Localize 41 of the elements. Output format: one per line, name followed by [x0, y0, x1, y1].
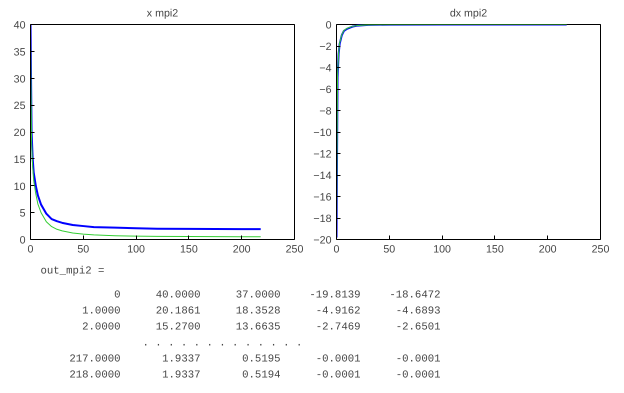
y-tick-label: 30 — [14, 73, 26, 86]
x-tick-label: 100 — [433, 244, 452, 256]
x-tick-label: 50 — [77, 244, 90, 256]
x-tick-label: 0 — [334, 244, 340, 256]
x-tick-label: 100 — [127, 244, 146, 256]
y-tick-label: 25 — [14, 100, 26, 112]
y-tick-label: −8 — [319, 106, 332, 118]
x-tick-label: 250 — [592, 244, 610, 256]
y-tick-label: 35 — [14, 46, 26, 58]
y-tick-label: 5 — [20, 208, 26, 220]
y-tick-label: 0 — [326, 20, 332, 32]
y-tick-label: −18 — [313, 213, 332, 225]
x-tick-label: 0 — [28, 244, 34, 256]
x-tick-label: 250 — [286, 244, 304, 256]
x-tick-label: 200 — [538, 244, 557, 256]
y-tick-label: −12 — [313, 148, 332, 160]
text: 0 40.0000 37.0000 -19.8139 -18.6472 — [114, 290, 441, 302]
chart-title: x mpi2 — [146, 8, 178, 20]
x-tick-label: 50 — [383, 244, 396, 256]
y-tick-label: −2 — [319, 41, 332, 53]
text: . . . . . . . . . . . . . — [142, 338, 302, 350]
y-tick-label: 20 — [14, 127, 26, 139]
text: 217.0000 1.9337 0.5195 -0.0001 -0.0001 — [69, 354, 440, 366]
text: 1.0000 20.1861 18.3528 -4.9162 -4.6893 — [82, 306, 440, 318]
y-tick-label: −4 — [319, 62, 332, 74]
y-tick-label: 15 — [14, 154, 26, 166]
y-tick-label: −20 — [313, 234, 332, 246]
text: 2.0000 15.2700 13.6635 -2.7469 -2.6501 — [82, 322, 440, 334]
y-tick-label: −14 — [313, 170, 332, 182]
y-tick-label: 0 — [20, 234, 26, 246]
text: out_mpi2 = — [40, 266, 104, 278]
y-tick-label: −16 — [313, 192, 332, 204]
y-tick-label: −10 — [313, 127, 332, 139]
y-tick-label: 10 — [14, 180, 26, 193]
y-tick-label: 40 — [14, 20, 26, 32]
chart-title: dx mpi2 — [450, 8, 488, 20]
x-tick-label: 200 — [232, 244, 251, 256]
x-tick-label: 150 — [180, 244, 198, 256]
y-tick-label: −6 — [319, 84, 332, 96]
text: 218.0000 1.9337 0.5194 -0.0001 -0.0001 — [69, 370, 440, 382]
x-tick-label: 150 — [486, 244, 504, 256]
